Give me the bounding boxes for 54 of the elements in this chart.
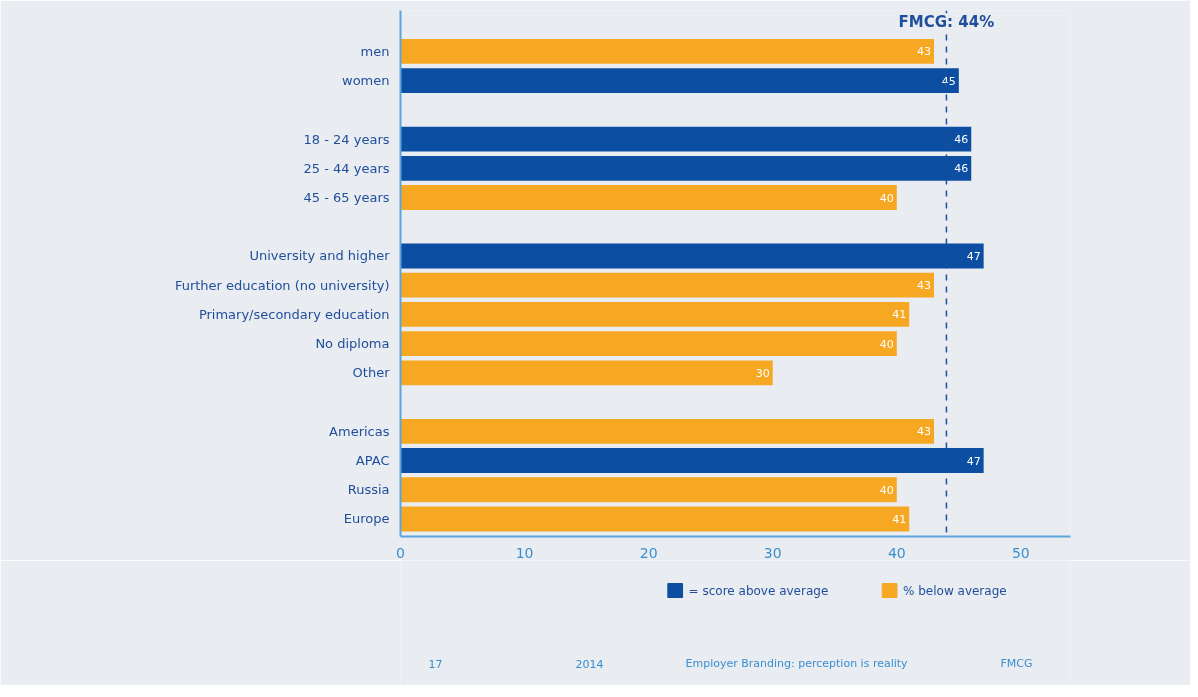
y-tick-label: Europe: [343, 511, 390, 527]
data-label: 46: [954, 133, 969, 147]
data-label: 40: [879, 191, 894, 205]
data-label: 47: [966, 249, 981, 263]
data-label: 40: [879, 337, 894, 351]
y-tick-label: Primary/secondary education: [198, 306, 390, 322]
legend-label: = score above average: [688, 583, 829, 598]
y-tick-label: women: [342, 73, 390, 89]
bar: [400, 185, 897, 210]
y-tick-label: 45 - 65 years: [303, 190, 390, 206]
x-tick-label: 30: [763, 544, 782, 561]
data-label: 43: [917, 425, 932, 439]
data-label: 30: [755, 366, 770, 380]
bar: [400, 126, 972, 152]
y-tick-label: Russia: [347, 482, 390, 498]
data-label: 41: [892, 308, 907, 322]
ref-line-label: FMCG: 44%: [898, 13, 995, 32]
x-tick-label: 20: [639, 544, 658, 561]
bar: [400, 68, 959, 94]
bar: [400, 418, 935, 444]
data-label: 41: [892, 512, 907, 526]
x-tick-label: 0: [396, 544, 405, 561]
y-tick-label: Americas: [329, 423, 390, 439]
legend-label: % below average: [903, 583, 1007, 598]
data-label: 43: [917, 279, 932, 293]
bar: [400, 38, 935, 64]
bar: [400, 272, 935, 298]
bar: [400, 331, 897, 357]
bar: [400, 360, 773, 386]
bar: [400, 155, 972, 181]
y-tick-label: Further education (no university): [174, 277, 390, 293]
y-tick-label: Other: [352, 365, 391, 381]
y-tick-label: men: [360, 43, 390, 59]
bar: [400, 477, 897, 503]
bar: [400, 506, 910, 532]
text: 17: [428, 657, 443, 671]
y-tick-label: 18 - 24 years: [303, 131, 390, 147]
text: 2014: [575, 657, 604, 671]
text: Employer Branding: perception is reality: [685, 657, 909, 670]
data-label: 47: [966, 454, 981, 468]
bar: [400, 243, 984, 269]
x-tick-label: 10: [515, 544, 534, 561]
y-tick-label: University and higher: [249, 248, 391, 264]
y-tick-label: APAC: [355, 453, 390, 469]
text: FMCG: [1000, 657, 1033, 670]
data-label: 40: [879, 483, 894, 497]
bar: [400, 448, 984, 473]
data-label: 46: [954, 162, 969, 176]
y-tick-label: 25 - 44 years: [303, 160, 390, 176]
x-tick-label: 40: [887, 544, 906, 561]
y-tick-label: No diploma: [315, 336, 390, 352]
x-tick-label: 50: [1011, 544, 1030, 561]
data-label: 43: [917, 45, 932, 59]
bar: [400, 301, 910, 327]
